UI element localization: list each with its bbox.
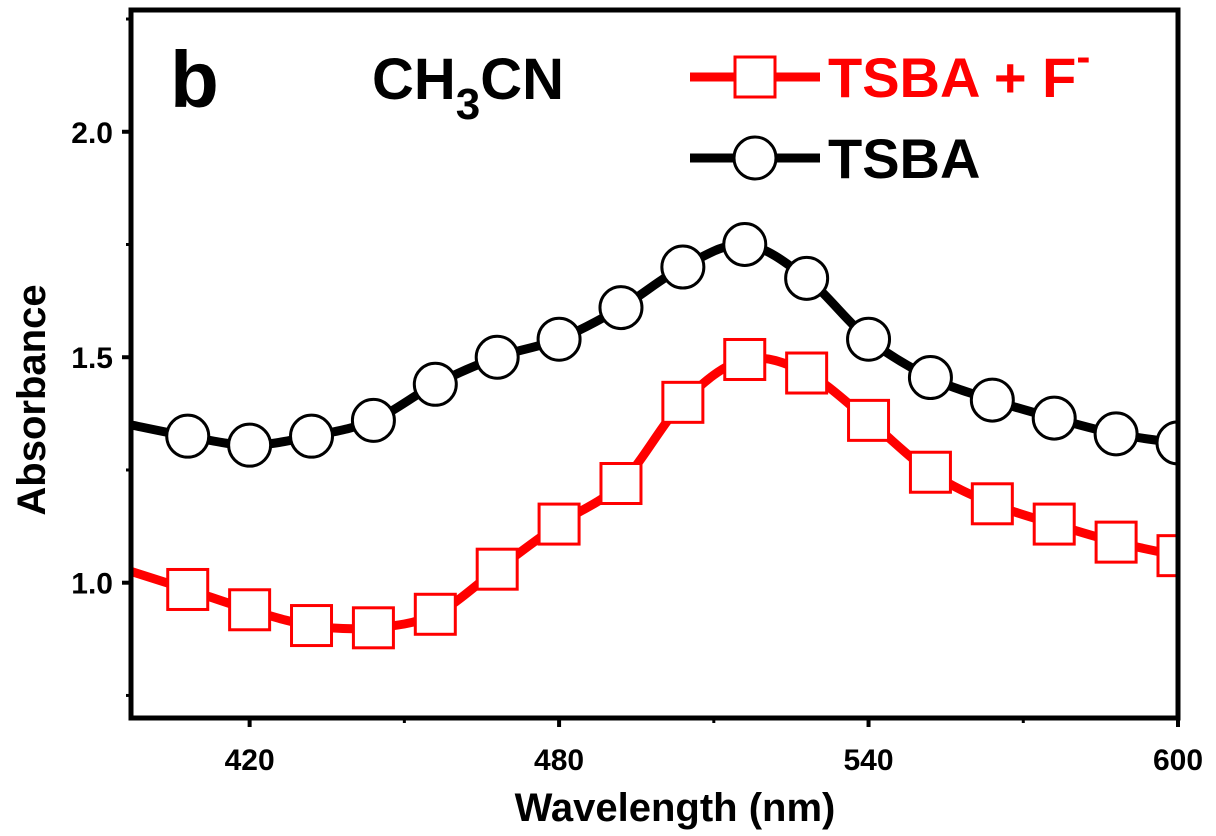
legend: TSBA + F- TSBA [690, 33, 1090, 190]
solvent-main: CH [372, 47, 456, 112]
data-point-square [847, 398, 891, 442]
x-tick-label: 600 [1153, 744, 1203, 777]
data-point-square [1094, 520, 1138, 564]
series-line-0 [131, 353, 1178, 634]
data-point-circle [1155, 420, 1178, 466]
x-tick-label: 420 [225, 744, 275, 777]
solvent-annotation: CH3CN [372, 47, 564, 129]
data-point-circle [907, 355, 953, 401]
data-point-square [351, 606, 395, 650]
y-tick-label: 1.5 [71, 342, 113, 375]
legend-marker-circle [732, 135, 778, 181]
legend-marker-square [733, 55, 777, 99]
data-point-square [228, 588, 272, 632]
data-point-circle [165, 413, 211, 459]
x-axis-title: Wavelength (nm) [515, 786, 836, 830]
data-point-square [908, 450, 952, 494]
axis-ticks: 420 480 540 600 1.0 1.5 2.0 [71, 17, 1203, 777]
legend-label-tsba-f-main: TSBA + F [828, 46, 1076, 109]
series-layer [131, 221, 1178, 650]
plot-frame [128, 7, 1181, 721]
series-1 [131, 221, 1178, 468]
solvent-tail: CN [480, 47, 564, 112]
data-point-square [661, 380, 705, 424]
data-point-square [723, 337, 767, 381]
y-tick-label: 2.0 [71, 117, 113, 150]
x-tick-label: 540 [844, 744, 894, 777]
data-point-square [599, 462, 643, 506]
data-point-square [290, 604, 334, 648]
data-point-square [475, 547, 519, 591]
data-point-square [785, 351, 829, 395]
data-point-circle [1031, 395, 1077, 441]
data-point-square [1032, 502, 1076, 546]
data-point-circle [474, 334, 520, 380]
data-point-circle [660, 244, 706, 290]
data-point-square [413, 592, 457, 636]
solvent-subscript: 3 [456, 80, 480, 129]
data-point-circle [722, 221, 768, 267]
data-point-circle [846, 316, 892, 362]
data-point-square [166, 567, 210, 611]
legend-label-tsba: TSBA [828, 127, 980, 190]
y-axis-title: Absorbance [10, 284, 54, 515]
legend-label-tsba-f-sup: - [1076, 33, 1090, 80]
data-point-circle [784, 255, 830, 301]
y-tick-label: 1.0 [71, 568, 113, 601]
data-point-square [1156, 534, 1178, 578]
data-point-circle [350, 397, 396, 443]
series-line-1 [131, 239, 1178, 450]
data-point-circle [536, 316, 582, 362]
data-point-circle [1093, 411, 1139, 457]
data-point-circle [412, 361, 458, 407]
data-point-circle [969, 377, 1015, 423]
data-point-square [970, 482, 1014, 526]
data-point-circle [227, 422, 273, 468]
data-point-circle [289, 413, 335, 459]
series-0 [131, 337, 1178, 650]
panel-label: b [170, 35, 219, 124]
x-tick-label: 480 [534, 744, 584, 777]
data-point-circle [598, 285, 644, 331]
data-point-square [537, 502, 581, 546]
legend-label-tsba-f: TSBA + F- [828, 33, 1090, 109]
